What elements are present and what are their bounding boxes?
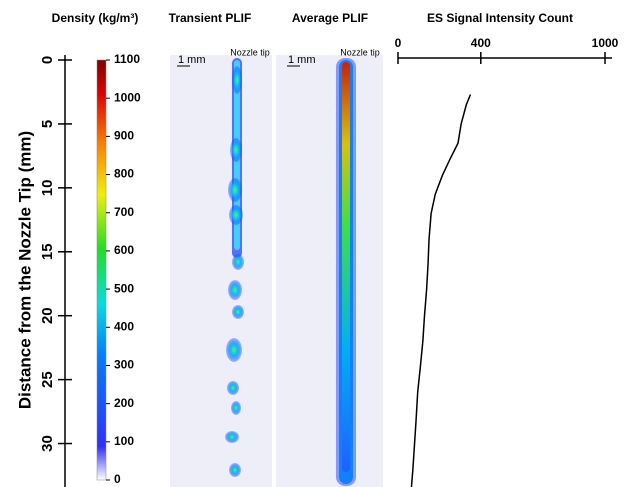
x-tick-label: 400 (471, 36, 491, 50)
signal-line (410, 94, 472, 487)
average-image (276, 55, 383, 487)
colorbar-label: Density (kg/m³) (52, 11, 139, 25)
y-tick-label: 20 (39, 307, 56, 324)
average-jet (336, 58, 356, 486)
colorbar-tick-label: 800 (114, 167, 134, 181)
transient-image (170, 55, 272, 487)
colorbar-tick-label: 700 (114, 205, 134, 219)
nozzle-label: Nozzle tip (340, 47, 380, 57)
x-tick-label: 0 (395, 36, 402, 50)
panel-title: Average PLIF (292, 11, 368, 25)
colorbar-tick-label: 0 (114, 472, 121, 486)
nozzle-label: Nozzle tip (230, 47, 270, 57)
y-tick-label: 25 (39, 371, 56, 388)
x-tick-label: 1000 (592, 36, 619, 50)
y-tick-label: 10 (39, 180, 56, 197)
y-tick-label: 5 (39, 120, 56, 128)
y-tick-label: 15 (39, 243, 56, 260)
colorbar-tick-label: 300 (114, 358, 134, 372)
colorbar-tick-label: 200 (114, 396, 134, 410)
colorbar-tick-label: 1100 (114, 52, 140, 66)
x-axis-title: ES Signal Intensity Count (427, 11, 573, 25)
y-tick-label: 0 (39, 56, 56, 64)
transient-jet (225, 58, 244, 477)
y-axis-title: Distance from the Nozzle Tip (mm) (15, 131, 34, 409)
scale-label: 1 mm (288, 54, 316, 66)
colorbar-tick-label: 500 (114, 281, 134, 295)
colorbar-tick-label: 600 (114, 243, 134, 257)
colorbar-tick-label: 400 (114, 319, 134, 333)
colorbar-tick-label: 1000 (114, 90, 141, 104)
colorbar (96, 59, 107, 481)
colorbar-tick-label: 900 (114, 129, 134, 143)
scale-label: 1 mm (178, 54, 206, 66)
y-tick-label: 30 (39, 435, 56, 452)
panel-title: Transient PLIF (169, 11, 252, 25)
colorbar-tick-label: 100 (114, 434, 134, 448)
